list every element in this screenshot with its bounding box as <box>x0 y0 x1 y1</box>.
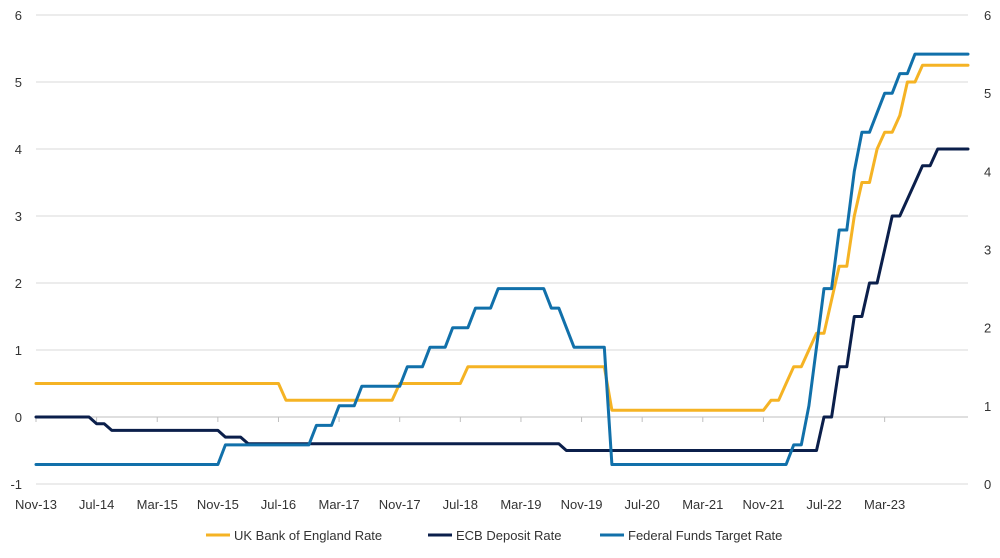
legend-item-fed: Federal Funds Target Rate <box>600 528 782 543</box>
x-tick-label: Nov-17 <box>379 497 421 512</box>
x-tick-label: Jul-16 <box>261 497 296 512</box>
left-y-tick-label: 1 <box>15 343 22 358</box>
axes: -1 0 1 2 3 4 5 6 0 1 2 3 4 5 6 Nov-13 Jul-14 Mar-15 Nov-15… <box>10 8 991 512</box>
left-y-tick-label: 3 <box>15 209 22 224</box>
legend: UK Bank of England Rate ECB Deposit Rate F… <box>206 528 782 543</box>
x-tick-label: Mar-21 <box>682 497 723 512</box>
x-tick-label: Mar-23 <box>864 497 905 512</box>
left-y-tick-label: 4 <box>15 142 22 157</box>
right-y-tick-label: 6 <box>984 8 991 23</box>
left-y-tick-label: -1 <box>10 477 22 492</box>
x-tick-label: Jul-14 <box>79 497 114 512</box>
legend-label: Federal Funds Target Rate <box>628 528 782 543</box>
boe-rate-line <box>34 63 970 412</box>
left-y-tick-label: 2 <box>15 276 22 291</box>
legend-label: ECB Deposit Rate <box>456 528 562 543</box>
legend-item-boe: UK Bank of England Rate <box>206 528 382 543</box>
x-tick-label: Mar-17 <box>318 497 359 512</box>
series-lines <box>34 52 970 466</box>
left-y-tick-label: 0 <box>15 410 22 425</box>
right-y-tick-label: 5 <box>984 86 991 101</box>
x-tick-label: Jul-20 <box>624 497 659 512</box>
x-tick-label: Jul-22 <box>806 497 841 512</box>
x-tick-label: Mar-19 <box>500 497 541 512</box>
x-tick-label: Nov-21 <box>742 497 784 512</box>
left-y-tick-label: 5 <box>15 75 22 90</box>
legend-label: UK Bank of England Rate <box>234 528 382 543</box>
fed-rate-line <box>34 52 970 466</box>
right-y-tick-label: 3 <box>984 243 991 258</box>
right-y-tick-label: 2 <box>984 321 991 336</box>
left-y-tick-label: 6 <box>15 8 22 23</box>
x-tick-label: Jul-18 <box>443 497 478 512</box>
legend-item-ecb: ECB Deposit Rate <box>428 528 562 543</box>
ecb-rate-line <box>34 147 970 452</box>
x-tick-label: Nov-15 <box>197 497 239 512</box>
gridlines <box>36 14 968 485</box>
x-tick-label: Nov-19 <box>561 497 603 512</box>
right-y-tick-label: 4 <box>984 164 991 179</box>
x-tick-label: Mar-15 <box>137 497 178 512</box>
right-y-tick-label: 0 <box>984 477 991 492</box>
x-tick-label: Nov-13 <box>15 497 57 512</box>
right-y-tick-label: 1 <box>984 399 991 414</box>
